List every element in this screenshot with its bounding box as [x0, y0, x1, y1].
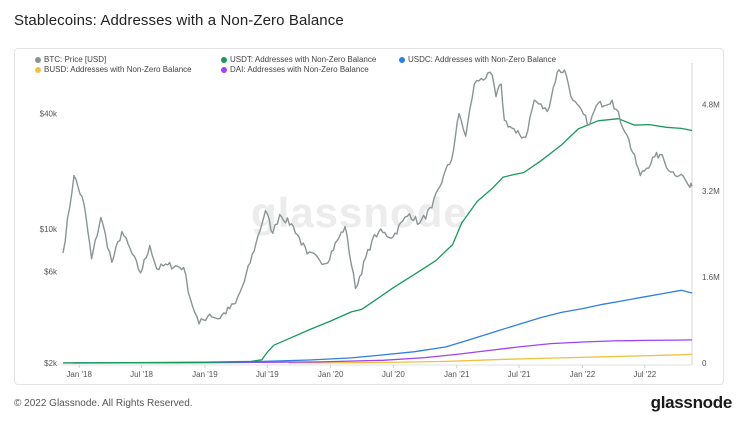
legend-label: USDT: Addresses with Non-Zero Balance — [230, 55, 377, 64]
x-tick-label: Jul '20 — [382, 370, 405, 379]
series-line-usdc — [62, 289, 693, 364]
x-tick-label: Jan '21 — [444, 370, 470, 379]
y-right-tick-label: 3.2M — [702, 187, 720, 196]
y-left-tick-label: $2k — [44, 359, 58, 368]
legend-dot-icon — [221, 56, 227, 63]
x-tick-label: Jul '18 — [130, 370, 153, 379]
y-right-tick-label: 4.8M — [702, 101, 720, 110]
line-chart: $2k $6k $10k $40k 0 1.6M 3.2M 4.8M Jan '18 Jul '1… — [40, 63, 720, 379]
x-tick-label: Jul '21 — [508, 370, 531, 379]
y-right-tick-label: 0 — [702, 359, 707, 368]
glassnode-logo: glassnode — [650, 393, 733, 412]
x-tick-label: Jan '18 — [66, 370, 92, 379]
page-title: Stablecoins: Addresses with a Non-Zero B… — [14, 12, 344, 29]
series-line-usdt — [62, 118, 693, 364]
legend-item-btc[interactable]: BTC: Price [USD] — [35, 55, 106, 64]
legend-item-busd[interactable]: BUSD: Addresses with Non-Zero Balance — [35, 65, 192, 74]
legend-label: BUSD: Addresses with Non-Zero Balance — [44, 65, 192, 74]
legend-label: USDC: Addresses with Non-Zero Balance — [408, 55, 557, 64]
legend-dot-icon — [399, 56, 405, 63]
legend-item-usdc[interactable]: USDC: Addresses with Non-Zero Balance — [399, 55, 556, 64]
legend-item-usdt[interactable]: USDT: Addresses with Non-Zero Balance — [221, 55, 376, 64]
y-left-tick-label: $10k — [40, 225, 58, 234]
legend-dot-icon — [35, 66, 41, 73]
series-line-dai — [73, 339, 693, 364]
series-line-busd — [288, 353, 693, 364]
legend-item-dai[interactable]: DAI: Addresses with Non-Zero Balance — [221, 65, 369, 74]
y-left-tick-label: $6k — [44, 268, 58, 277]
x-tick-label: Jul '22 — [633, 370, 656, 379]
copyright-text: © 2022 Glassnode. All Rights Reserved. — [14, 398, 193, 409]
x-tick-label: Jan '22 — [570, 370, 596, 379]
x-tick-label: Jan '20 — [318, 370, 344, 379]
legend-label: BTC: Price [USD] — [44, 55, 107, 64]
y-left-tick-label: $40k — [40, 110, 58, 119]
chart-container: BTC: Price [USD] USDT: Addresses with No… — [14, 48, 724, 385]
x-tick-label: Jul '19 — [256, 370, 279, 379]
y-right-tick-label: 1.6M — [702, 273, 720, 282]
legend-dot-icon — [35, 56, 41, 63]
legend-label: DAI: Addresses with Non-Zero Balance — [230, 65, 369, 74]
legend-dot-icon — [221, 66, 227, 73]
series-line-btc — [62, 69, 693, 325]
x-tick-label: Jan '19 — [192, 370, 218, 379]
